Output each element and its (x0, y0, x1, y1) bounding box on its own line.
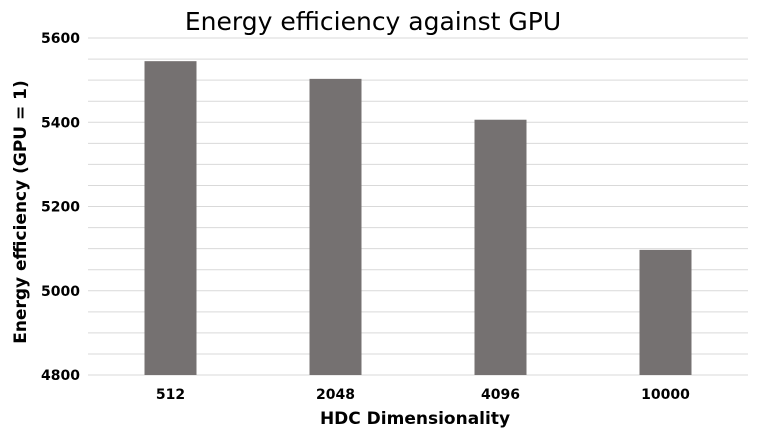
gridlines (88, 37, 748, 376)
y-axis-title: Energy efficiency (GPU = 1) (11, 80, 31, 344)
x-tick-label: 512 (156, 387, 185, 403)
y-tick-label: 5000 (41, 284, 80, 300)
y-axis-tick-labels: 4800 5000 5200 5400 5600 (41, 31, 80, 384)
bar-series (144, 61, 692, 375)
chart-title: Energy efficiency against GPU (185, 7, 561, 36)
y-tick-label: 5600 (41, 31, 80, 47)
x-tick-label: 10000 (641, 387, 690, 403)
y-tick-label: 5200 (41, 200, 80, 216)
x-tick-label: 2048 (316, 387, 355, 403)
bar-512 (144, 61, 197, 375)
bar-10000 (639, 249, 692, 375)
bar-4096 (474, 119, 527, 375)
y-tick-label: 4800 (41, 368, 80, 384)
x-tick-label: 4096 (481, 387, 520, 403)
y-tick-label: 5400 (41, 115, 80, 131)
x-axis-title: HDC Dimensionality (320, 409, 510, 429)
x-axis-tick-labels: 512 2048 4096 10000 (156, 387, 690, 403)
bar-2048 (309, 78, 362, 375)
